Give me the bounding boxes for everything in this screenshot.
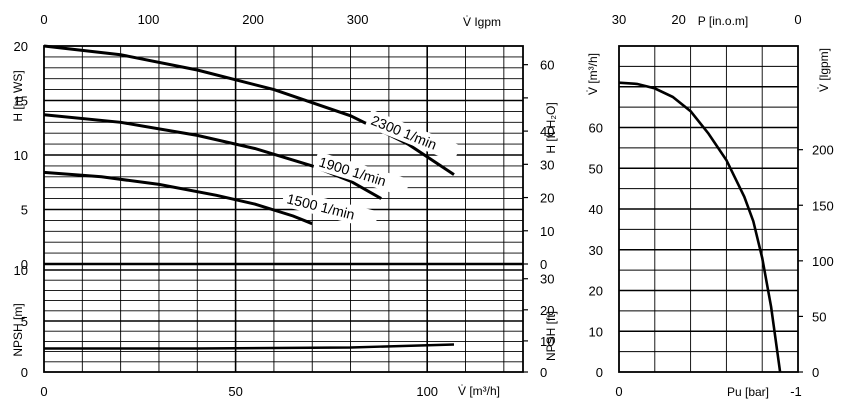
y-right-tick-label: 30 xyxy=(540,272,554,287)
y-tick-label: 15 xyxy=(14,94,28,109)
y-tick-label: 40 xyxy=(589,202,603,217)
x-top-tick-label: 300 xyxy=(347,12,369,27)
y-right-tick-label: 0 xyxy=(812,365,819,380)
y-right-axis-label: NPSH [ft] xyxy=(544,311,558,361)
series-label: 2300 1/min xyxy=(369,112,439,153)
y-right-tick-label: 0 xyxy=(540,365,547,380)
x-top-tick-label: 0 xyxy=(40,12,47,27)
y-right-tick-label: 0 xyxy=(540,257,547,272)
y-right-tick-label: 30 xyxy=(540,157,554,172)
y-tick-label: 20 xyxy=(589,284,603,299)
y-tick-label: 50 xyxy=(589,161,603,176)
series-line xyxy=(43,170,313,226)
plot-frame xyxy=(618,45,799,373)
x-top-tick-label: 30 xyxy=(612,12,626,27)
x-axis-label: V̇ [m³/h] xyxy=(458,384,500,398)
y-right-tick-label: 40 xyxy=(540,124,554,139)
y-tick-label: 0 xyxy=(596,365,603,380)
x-tick-label: -1 xyxy=(790,384,802,399)
y-tick-label: 10 xyxy=(589,324,603,339)
y-right-tick-label: 20 xyxy=(540,191,554,206)
y-axis-label: V̇ [m³/h] xyxy=(586,53,600,95)
y-tick-label: 5 xyxy=(21,203,28,218)
y-tick-label: 30 xyxy=(589,243,603,258)
y-right-tick-label: 150 xyxy=(812,198,834,213)
y-right-tick-label: 50 xyxy=(812,309,826,324)
y-right-tick-label: 60 xyxy=(540,58,554,73)
x-top-tick-label: 0 xyxy=(794,12,801,27)
series-line xyxy=(44,343,455,350)
y-right-tick-label: 20 xyxy=(540,303,554,318)
y-tick-label: 20 xyxy=(14,39,28,54)
x-top-axis-label: P [in.o.m] xyxy=(698,14,748,28)
x-top-tick-label: 100 xyxy=(138,12,160,27)
y-tick-label: 10 xyxy=(14,148,28,163)
y-tick-label: 60 xyxy=(589,121,603,136)
series-label-bg xyxy=(281,188,379,230)
y-axis-label: H [m WS] xyxy=(11,70,25,121)
y-tick-label: 10 xyxy=(14,263,28,278)
x-top-axis-label: V̇ Igpm xyxy=(463,15,501,29)
series-label-bg xyxy=(313,151,411,197)
y-right-tick-label: 10 xyxy=(540,334,554,349)
series-line xyxy=(43,113,382,200)
y-tick-label: 0 xyxy=(21,365,28,380)
x-tick-label: 0 xyxy=(40,384,47,399)
y-right-tick-label: 100 xyxy=(812,254,834,269)
y-tick-label: 5 xyxy=(21,314,28,329)
x-top-tick-label: 20 xyxy=(671,12,685,27)
plot-frame xyxy=(43,45,524,373)
x-axis-label: Pu [bar] xyxy=(727,385,769,399)
y-tick-label: 0 xyxy=(21,257,28,272)
series-line xyxy=(43,44,455,176)
y-right-tick-label: 200 xyxy=(812,143,834,158)
y-axis-label: NPSH [m] xyxy=(11,303,25,356)
x-tick-label: 50 xyxy=(228,384,242,399)
y-right-axis-label: H [ft H₂O] xyxy=(544,102,558,153)
x-top-tick-label: 200 xyxy=(242,12,264,27)
series-line xyxy=(618,81,782,373)
y-right-axis-label: V̇ [lgpm] xyxy=(817,48,831,92)
series-label-bg xyxy=(364,109,461,163)
y-right-tick-label: 10 xyxy=(540,224,554,239)
x-tick-label: 0 xyxy=(615,384,622,399)
x-tick-label: 100 xyxy=(416,384,438,399)
